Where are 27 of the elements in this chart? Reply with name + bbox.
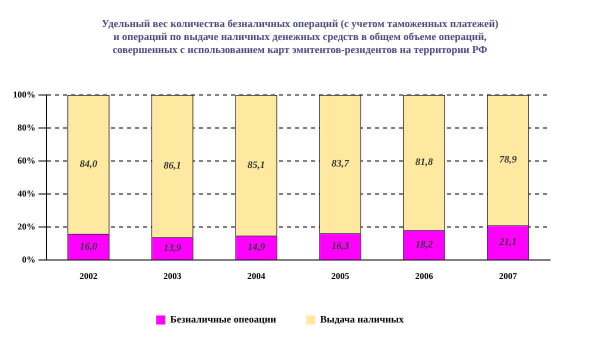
data-label: 81,8	[415, 157, 433, 168]
y-tick-label: 20%	[18, 221, 36, 232]
x-tick-label: 2004	[247, 270, 266, 281]
data-label: 84,0	[80, 158, 98, 170]
chart-title: Удельный вес количества безналичных операций (с учетом таможенных платежей) и операций по выдаче наличных денежных средств в общем объеме операций, совершенных с использованием карт эмитентов-резидентов на территории РФ	[100, 18, 500, 57]
data-label: 83,7	[331, 158, 350, 170]
data-label: 78,9	[499, 154, 517, 166]
data-label: 16,0	[80, 241, 98, 252]
x-tick-label: 2002	[79, 270, 98, 281]
x-tick-label: 2006	[415, 270, 434, 281]
data-label: 18,2	[415, 239, 433, 250]
y-tick-label: 60%	[18, 155, 36, 166]
legend-label: Безналичные опеоации	[170, 314, 276, 326]
data-label: 14,9	[248, 242, 266, 254]
data-label: 85,1	[248, 160, 266, 171]
legend-label: Выдача наличных	[320, 314, 404, 326]
data-label: 21,1	[498, 237, 517, 248]
data-label: 13,9	[164, 243, 182, 254]
y-tick-label: 0%	[22, 254, 36, 265]
x-tick-label: 2003	[163, 270, 182, 281]
y-tick-label: 40%	[18, 188, 36, 198]
y-tick-label: 100%	[13, 89, 36, 100]
data-label: 86,1	[164, 160, 182, 172]
data-label: 16,3	[331, 241, 349, 252]
y-tick-label: 80%	[18, 122, 36, 132]
x-tick-label: 2005	[331, 270, 350, 281]
x-tick-label: 2007	[499, 270, 518, 281]
